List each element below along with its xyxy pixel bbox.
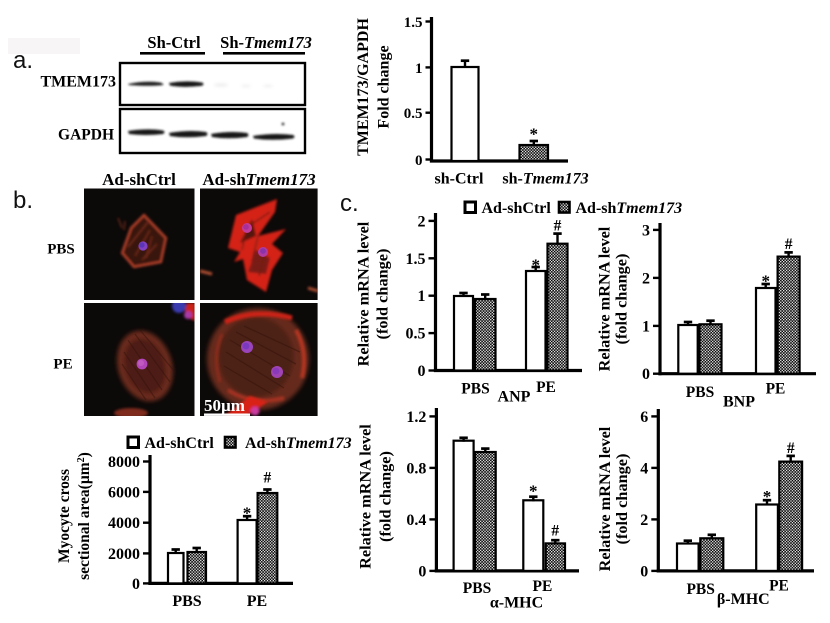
- svg-text:6000: 6000: [108, 484, 140, 501]
- svg-text:c.: c.: [340, 190, 359, 217]
- svg-text:0: 0: [642, 366, 650, 383]
- svg-text:BNP: BNP: [723, 394, 755, 411]
- svg-text:0: 0: [415, 153, 423, 169]
- svg-text:*: *: [530, 125, 539, 144]
- svg-text:4000: 4000: [108, 515, 140, 532]
- svg-text:*: *: [243, 503, 252, 522]
- svg-text:PBS: PBS: [47, 242, 75, 258]
- svg-text:*: *: [763, 487, 772, 506]
- svg-text:0.5: 0.5: [406, 326, 426, 343]
- svg-text:0: 0: [132, 576, 140, 593]
- svg-text:sh-Tmem173: sh-Tmem173: [502, 171, 588, 188]
- svg-text:1: 1: [418, 288, 426, 305]
- svg-text:8000: 8000: [108, 454, 140, 471]
- svg-text:#: #: [264, 470, 272, 487]
- svg-text:PBS: PBS: [172, 593, 201, 610]
- svg-text:2000: 2000: [108, 546, 140, 563]
- svg-text:PE: PE: [247, 593, 267, 610]
- svg-text:(fold change): (fold change): [612, 254, 631, 345]
- svg-text:Ad-shTmem173: Ad-shTmem173: [202, 170, 316, 189]
- svg-text:1.5: 1.5: [406, 251, 426, 268]
- svg-text:2: 2: [642, 270, 650, 287]
- svg-text:1.5: 1.5: [404, 15, 423, 31]
- svg-text:1: 1: [415, 61, 423, 77]
- svg-text:0.8: 0.8: [406, 460, 426, 477]
- svg-text:PE: PE: [532, 578, 552, 595]
- svg-text:1.2: 1.2: [406, 409, 426, 426]
- svg-text:Ad-shTmem173: Ad-shTmem173: [245, 435, 352, 452]
- svg-text:β-MHC: β-MHC: [717, 591, 770, 608]
- svg-text:#: #: [785, 236, 793, 253]
- svg-text:1: 1: [642, 318, 650, 335]
- svg-text:TMEM173/GAPDH: TMEM173/GAPDH: [355, 18, 372, 156]
- svg-text:α-MHC: α-MHC: [490, 595, 543, 612]
- svg-text:50µm: 50µm: [204, 396, 245, 415]
- svg-text:Fold change: Fold change: [376, 45, 393, 128]
- svg-text:PE: PE: [766, 381, 786, 398]
- svg-text:Ad-shCtrl: Ad-shCtrl: [482, 200, 552, 217]
- svg-text:TMEM173: TMEM173: [40, 74, 116, 91]
- svg-text:#: #: [787, 440, 795, 457]
- svg-text:PBS: PBS: [686, 581, 714, 598]
- svg-text:*: *: [531, 255, 540, 274]
- svg-text:PE: PE: [769, 578, 789, 595]
- svg-text:Relative mRNA level: Relative mRNA level: [595, 426, 614, 571]
- svg-text:GAPDH: GAPDH: [58, 127, 114, 144]
- svg-text:#: #: [554, 218, 562, 235]
- svg-text:sectional area(µm2): sectional area(µm2): [76, 452, 93, 580]
- svg-text:0.4: 0.4: [406, 512, 426, 529]
- svg-text:4: 4: [640, 460, 648, 477]
- svg-text:PBS: PBS: [463, 580, 491, 597]
- svg-text:PBS: PBS: [461, 381, 489, 398]
- svg-text:*: *: [529, 482, 538, 501]
- svg-text:0.5: 0.5: [404, 106, 423, 122]
- svg-text:Myocyte cross: Myocyte cross: [56, 469, 73, 563]
- svg-text:(fold change): (fold change): [376, 451, 395, 542]
- svg-text:0: 0: [418, 563, 426, 580]
- svg-text:2: 2: [418, 213, 426, 230]
- svg-text:Relative mRNA level: Relative mRNA level: [595, 226, 614, 371]
- svg-text:sh-Ctrl: sh-Ctrl: [435, 171, 484, 188]
- svg-text:#: #: [551, 523, 559, 540]
- svg-text:ANP: ANP: [498, 389, 531, 406]
- svg-text:0: 0: [418, 363, 426, 380]
- svg-text:Ad-shCtrl: Ad-shCtrl: [102, 170, 176, 189]
- svg-text:Relative mRNA level: Relative mRNA level: [354, 221, 373, 366]
- svg-text:b.: b.: [13, 187, 33, 214]
- svg-text:Ad-shTmem173: Ad-shTmem173: [576, 200, 683, 217]
- svg-text:Ad-shCtrl: Ad-shCtrl: [145, 435, 215, 452]
- svg-text:Relative mRNA level: Relative mRNA level: [356, 424, 375, 569]
- svg-text:(fold change): (fold change): [612, 454, 631, 545]
- svg-text:6: 6: [640, 409, 648, 426]
- svg-text:Sh-Ctrl: Sh-Ctrl: [147, 33, 201, 52]
- svg-text:(fold change): (fold change): [373, 249, 392, 340]
- svg-text:PE: PE: [53, 357, 72, 373]
- svg-text:PBS: PBS: [686, 384, 714, 401]
- svg-text:*: *: [761, 272, 770, 291]
- svg-text:a.: a.: [13, 47, 33, 74]
- svg-text:PE: PE: [536, 379, 556, 396]
- svg-text:2: 2: [640, 512, 648, 529]
- svg-text:3: 3: [642, 222, 650, 239]
- svg-text:Sh-Tmem173: Sh-Tmem173: [220, 33, 312, 52]
- svg-text:0: 0: [640, 563, 648, 580]
